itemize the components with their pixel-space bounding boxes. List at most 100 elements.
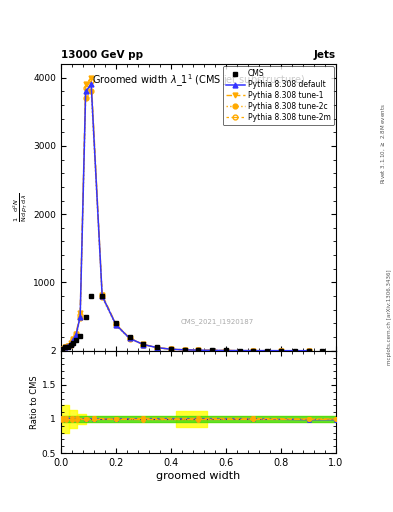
CMS	[279, 348, 283, 354]
Pythia 8.308 default	[196, 347, 201, 353]
Pythia 8.308 default	[63, 344, 68, 350]
Line: Pythia 8.308 tune-1: Pythia 8.308 tune-1	[60, 75, 311, 353]
Line: Pythia 8.308 tune-2c: Pythia 8.308 tune-2c	[60, 89, 311, 353]
CMS	[71, 339, 75, 346]
Pythia 8.308 tune-2m	[251, 348, 256, 354]
Text: Jets: Jets	[314, 50, 336, 60]
Pythia 8.308 tune-2m	[65, 343, 70, 349]
CMS	[100, 293, 105, 299]
Pythia 8.308 tune-1	[78, 310, 83, 316]
Pythia 8.308 tune-2c	[182, 347, 187, 353]
Pythia 8.308 tune-1	[83, 81, 88, 88]
Pythia 8.308 tune-1	[141, 342, 146, 348]
Pythia 8.308 tune-1	[196, 347, 201, 353]
Text: mcplots.cern.ch [arXiv:1306.3436]: mcplots.cern.ch [arXiv:1306.3436]	[387, 270, 391, 365]
CMS	[127, 334, 132, 340]
CMS	[65, 344, 70, 350]
Pythia 8.308 tune-2m	[279, 348, 283, 354]
Pythia 8.308 default	[68, 341, 73, 347]
CMS	[306, 348, 311, 354]
Pythia 8.308 default	[83, 88, 88, 94]
Pythia 8.308 tune-1	[114, 321, 118, 327]
Text: CMS_2021_I1920187: CMS_2021_I1920187	[181, 318, 254, 326]
Pythia 8.308 default	[251, 348, 256, 354]
Pythia 8.308 tune-2m	[100, 292, 105, 298]
Y-axis label: Ratio to CMS: Ratio to CMS	[30, 375, 39, 429]
Pythia 8.308 tune-2c	[71, 337, 75, 344]
Pythia 8.308 tune-2c	[60, 346, 64, 352]
Pythia 8.308 tune-2c	[114, 323, 118, 329]
Pythia 8.308 tune-2m	[63, 344, 68, 350]
Pythia 8.308 tune-2c	[279, 348, 283, 354]
Pythia 8.308 default	[100, 293, 105, 299]
Pythia 8.308 tune-2c	[169, 346, 173, 352]
Pythia 8.308 tune-1	[251, 348, 256, 354]
Pythia 8.308 tune-2m	[127, 335, 132, 342]
CMS	[63, 344, 68, 350]
CMS	[74, 337, 79, 343]
CMS	[182, 347, 187, 353]
Pythia 8.308 tune-2m	[155, 345, 160, 351]
Pythia 8.308 tune-1	[89, 75, 94, 81]
Pythia 8.308 tune-2m	[83, 85, 88, 91]
Pythia 8.308 tune-2m	[141, 342, 146, 348]
CMS	[114, 321, 118, 327]
Pythia 8.308 default	[71, 337, 75, 343]
Pythia 8.308 tune-2m	[224, 348, 228, 354]
CMS	[78, 333, 83, 339]
Text: Rivet 3.1.10, $\geq$ 2.8M events: Rivet 3.1.10, $\geq$ 2.8M events	[379, 103, 387, 184]
CMS	[60, 346, 64, 352]
Pythia 8.308 tune-1	[279, 348, 283, 354]
Pythia 8.308 tune-1	[100, 292, 105, 298]
Pythia 8.308 tune-2c	[100, 294, 105, 301]
Text: Groomed width $\lambda\_1^1$ (CMS jet substructure): Groomed width $\lambda\_1^1$ (CMS jet su…	[92, 73, 305, 89]
Pythia 8.308 tune-2c	[141, 342, 146, 348]
CMS	[68, 342, 73, 348]
Pythia 8.308 tune-1	[182, 347, 187, 353]
Pythia 8.308 tune-2c	[224, 348, 228, 354]
Pythia 8.308 tune-2c	[155, 345, 160, 351]
CMS	[141, 341, 146, 347]
Pythia 8.308 tune-2c	[89, 88, 94, 94]
Pythia 8.308 default	[114, 322, 118, 328]
Pythia 8.308 tune-1	[63, 344, 68, 350]
Pythia 8.308 default	[65, 343, 70, 349]
Pythia 8.308 default	[306, 348, 311, 354]
Pythia 8.308 tune-2m	[89, 78, 94, 84]
Pythia 8.308 default	[182, 347, 187, 353]
Pythia 8.308 tune-2m	[71, 336, 75, 343]
Pythia 8.308 default	[60, 346, 64, 352]
Line: Pythia 8.308 tune-2m: Pythia 8.308 tune-2m	[60, 79, 311, 353]
CMS	[292, 348, 297, 354]
Pythia 8.308 tune-2c	[83, 95, 88, 101]
Pythia 8.308 default	[127, 335, 132, 342]
Pythia 8.308 tune-2m	[306, 348, 311, 354]
Pythia 8.308 tune-2m	[68, 340, 73, 347]
Pythia 8.308 tune-2m	[78, 312, 83, 318]
Pythia 8.308 tune-2m	[74, 331, 79, 337]
CMS	[169, 346, 173, 352]
Pythia 8.308 tune-1	[68, 340, 73, 346]
Pythia 8.308 tune-1	[60, 346, 64, 352]
Pythia 8.308 tune-1	[155, 345, 160, 351]
X-axis label: groomed width: groomed width	[156, 471, 241, 481]
CMS	[251, 348, 256, 354]
CMS	[265, 348, 270, 354]
Pythia 8.308 tune-1	[65, 343, 70, 349]
Pythia 8.308 tune-2m	[182, 347, 187, 353]
Line: Pythia 8.308 default: Pythia 8.308 default	[60, 82, 311, 353]
CMS	[83, 313, 88, 319]
Pythia 8.308 default	[155, 345, 160, 351]
Pythia 8.308 tune-2c	[74, 333, 79, 339]
Y-axis label: $\frac{1}{\mathrm{N}} \frac{\mathrm{d}^2 N}{\mathrm{d}\,p_T\,\mathrm{d}\,\lambda: $\frac{1}{\mathrm{N}} \frac{\mathrm{d}^2…	[12, 193, 30, 222]
CMS	[237, 348, 242, 354]
CMS	[155, 344, 160, 350]
Pythia 8.308 default	[89, 81, 94, 88]
Pythia 8.308 tune-1	[224, 348, 228, 354]
Bar	[61, 416, 336, 422]
Pythia 8.308 tune-2c	[127, 336, 132, 342]
Pythia 8.308 tune-2m	[60, 346, 64, 352]
Pythia 8.308 default	[141, 342, 146, 348]
Pythia 8.308 tune-2m	[114, 322, 118, 328]
CMS	[224, 347, 228, 353]
